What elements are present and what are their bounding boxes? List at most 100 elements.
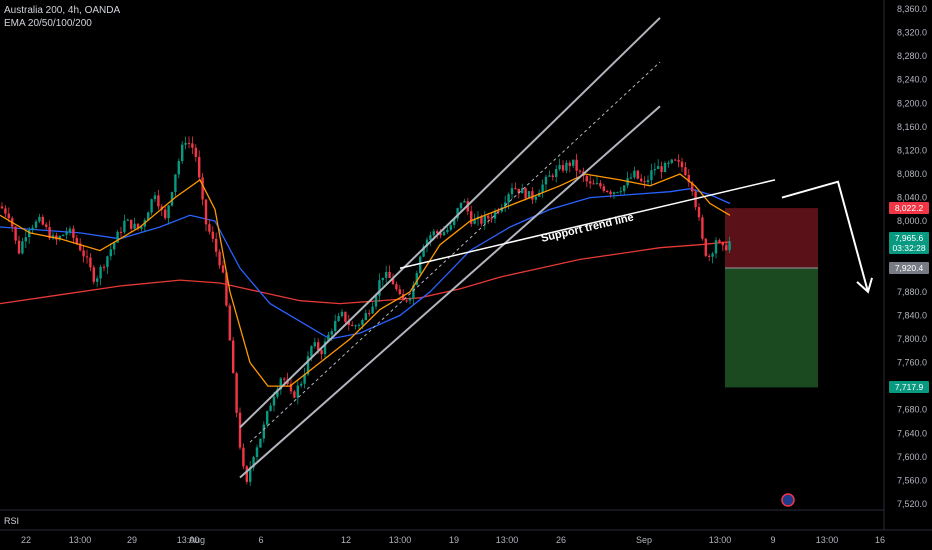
candle-body xyxy=(204,199,208,225)
candle-body xyxy=(725,245,728,251)
ema-20-line xyxy=(0,173,731,387)
channel-lower-line xyxy=(239,105,661,479)
candle-body xyxy=(368,313,371,315)
time-axis-tick: 13:00 xyxy=(69,535,92,545)
candle-body xyxy=(697,207,701,218)
candle-body xyxy=(357,324,361,326)
candle-body xyxy=(436,231,439,234)
candle-body xyxy=(687,175,690,183)
time-axis-tick: 22 xyxy=(21,535,31,545)
time-axis-tick: 19 xyxy=(449,535,459,545)
candle-body xyxy=(24,237,27,242)
candle-body xyxy=(524,188,527,199)
candle-body xyxy=(490,218,493,220)
candle-body xyxy=(327,334,330,342)
candle-body xyxy=(153,195,157,200)
candle-body xyxy=(48,227,51,239)
time-axis-tick: 16 xyxy=(875,535,885,545)
candle-body xyxy=(470,211,473,224)
candle-body xyxy=(334,321,337,331)
price-axis-tick: 7,640.0 xyxy=(897,428,927,438)
candle-body xyxy=(96,278,99,282)
price-axis-tick: 8,120.0 xyxy=(897,145,927,155)
candle-body xyxy=(130,219,133,229)
price-axis-tick: 8,360.0 xyxy=(897,4,927,14)
candle-body xyxy=(568,162,571,166)
candle-body xyxy=(589,181,592,184)
candle-body xyxy=(585,176,588,182)
candle-body xyxy=(405,300,408,302)
candle-body xyxy=(303,374,306,384)
projection-arrow-line xyxy=(781,180,869,293)
candle-body xyxy=(235,373,238,413)
candle-body xyxy=(517,188,520,194)
time-axis-tick: 12 xyxy=(341,535,351,545)
candle-body xyxy=(150,199,153,213)
candle-body xyxy=(269,405,272,412)
candle-body xyxy=(310,346,313,357)
candle-body xyxy=(718,240,721,242)
candle-body xyxy=(538,192,541,197)
candle-body xyxy=(317,342,320,351)
price-axis-tick: 8,080.0 xyxy=(897,169,927,179)
indicator-legend[interactable]: EMA 20/50/100/200 xyxy=(4,18,92,29)
candle-body xyxy=(167,205,170,219)
candle-body xyxy=(79,243,82,251)
candle-body xyxy=(592,183,595,185)
candle-body xyxy=(276,389,279,397)
candle-body xyxy=(347,321,350,325)
candle-body xyxy=(300,383,303,386)
candle-body xyxy=(296,385,299,398)
entry-price-tag: 7,920.4 xyxy=(889,262,929,275)
candle-body xyxy=(643,181,646,183)
candle-body xyxy=(262,424,265,439)
candle-body xyxy=(283,378,286,380)
price-axis-tick: 8,200.0 xyxy=(897,98,927,108)
candle-body xyxy=(419,256,422,274)
candle-body xyxy=(432,231,435,236)
candle-body xyxy=(657,166,660,170)
candle-body xyxy=(109,249,112,257)
time-axis-tick: 13:00 xyxy=(816,535,839,545)
candle-body xyxy=(85,256,89,258)
rsi-pane-label[interactable]: RSI xyxy=(4,516,20,526)
candle-body xyxy=(364,313,367,320)
candle-body xyxy=(221,265,225,273)
candle-body xyxy=(28,230,31,238)
support-trend-line xyxy=(399,179,776,270)
candle-body xyxy=(133,223,136,229)
candle-body xyxy=(415,273,418,285)
candle-body xyxy=(521,188,524,194)
candle-body xyxy=(113,242,116,250)
candle-body xyxy=(714,240,718,254)
price-axis-tick: 7,520.0 xyxy=(897,499,927,509)
candle-body xyxy=(378,280,381,296)
candle-body xyxy=(453,218,456,226)
candle-body xyxy=(242,447,245,467)
candle-body xyxy=(194,147,197,157)
candle-body xyxy=(653,169,656,171)
symbol-header[interactable]: Australia 200, 4h, OANDA xyxy=(4,5,121,16)
price-axis-tick: 7,840.0 xyxy=(897,310,927,320)
candle-body xyxy=(41,216,44,225)
target-price-tag: 7,717.9 xyxy=(889,381,929,394)
price-axis-tick: 8,040.0 xyxy=(897,193,927,203)
candle-body xyxy=(7,213,10,219)
time-axis-tick: 13:00 xyxy=(496,535,519,545)
candle-body xyxy=(337,316,340,321)
candle-body xyxy=(225,272,228,306)
candle-body xyxy=(255,447,259,457)
stop-price-tag: 8,022.2 xyxy=(889,202,929,215)
candle-body xyxy=(340,311,344,316)
candle-body xyxy=(721,242,724,246)
projection-arrowhead xyxy=(856,277,873,294)
candle-body xyxy=(633,170,636,178)
candle-body xyxy=(34,221,38,228)
candle-body xyxy=(21,241,24,254)
candle-body xyxy=(184,142,187,145)
candle-body xyxy=(704,238,707,256)
candle-body xyxy=(218,251,221,266)
candle-body xyxy=(680,161,684,168)
